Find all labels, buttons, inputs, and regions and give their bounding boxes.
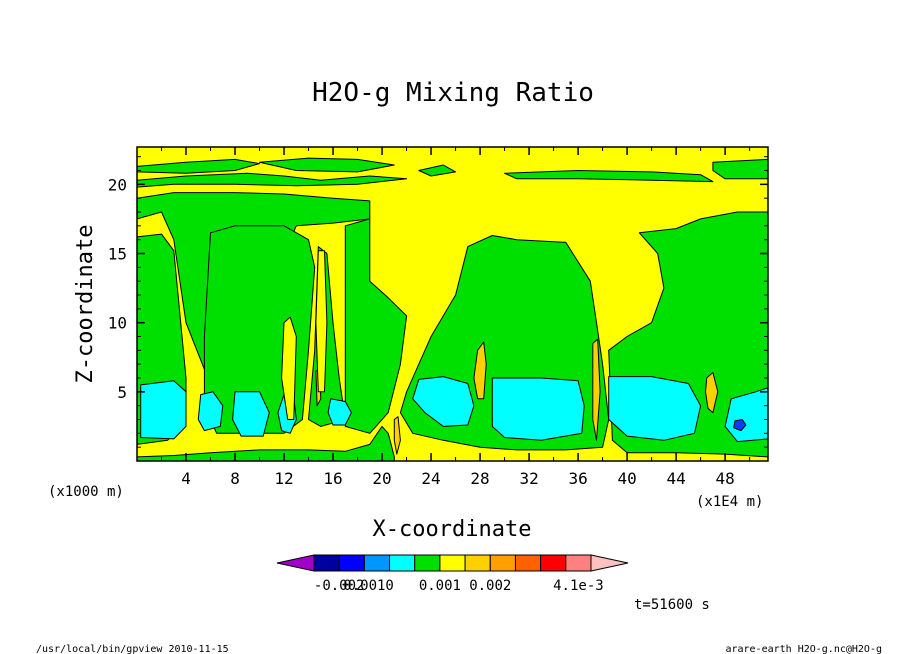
x-tick-label: 48 bbox=[715, 469, 734, 488]
contour-region-cyan-2 bbox=[197, 391, 224, 432]
footer-left: /usr/local/bin/gpview 2010-11-15 bbox=[36, 644, 229, 654]
colorbar-swatch bbox=[464, 554, 491, 572]
colorbar-swatch bbox=[338, 554, 365, 572]
x-axis-ticks: 4 8 12 16 20 24 28 32 36 40 44 48 bbox=[161, 147, 751, 488]
contour-region-cyan-5 bbox=[327, 398, 352, 426]
colorbar-swatch bbox=[514, 554, 542, 572]
colorbar-label: -0.002 bbox=[314, 578, 365, 594]
colorbar-label: 0 bbox=[385, 578, 393, 594]
contour-region-lower-left bbox=[137, 425, 395, 461]
time-label: t=51600 s bbox=[634, 597, 710, 613]
x-tick-label: 12 bbox=[274, 469, 293, 488]
x-tick-label: 24 bbox=[421, 469, 440, 488]
contour-region-upper-band-1 bbox=[137, 158, 260, 174]
colorbar-swatch bbox=[489, 554, 516, 572]
x-tick-label: 20 bbox=[372, 469, 391, 488]
footer-right: arare-earth_H2O-g.nc@H2O-g bbox=[725, 644, 882, 654]
x-unit-left: (x1000 m) bbox=[48, 484, 124, 500]
contour-region-orange-4 bbox=[393, 416, 401, 455]
colorbar-swatch bbox=[439, 554, 466, 572]
x-axis-label: X-coordinate bbox=[373, 517, 532, 542]
contour-region-upper-band-2 bbox=[137, 172, 408, 188]
y-axis-label: Z-coordinate bbox=[73, 225, 98, 384]
contour-region-upper-band-right bbox=[504, 170, 714, 183]
x-tick-label: 8 bbox=[230, 469, 240, 488]
y-tick-label: 15 bbox=[108, 245, 127, 264]
x-tick-label: 32 bbox=[519, 469, 538, 488]
contour-regions bbox=[137, 157, 768, 461]
contour-region-orange-3 bbox=[592, 338, 601, 441]
x-tick-label: 40 bbox=[617, 469, 636, 488]
x-tick-label: 16 bbox=[323, 469, 342, 488]
contour-region-cyan-6 bbox=[412, 376, 475, 427]
contour-region-cyan-8 bbox=[608, 376, 702, 441]
colorbar-label: 0.001 bbox=[419, 578, 461, 594]
contour-region-upper-patch-r bbox=[712, 158, 768, 180]
contour-region-yellow-strip-1 bbox=[281, 316, 297, 420]
contour-region-upper-band-3 bbox=[259, 157, 395, 173]
colorbar-label: 4.1e-3 bbox=[553, 578, 604, 594]
colorbar-label: 0.001 bbox=[343, 578, 385, 594]
contour-region-blue-1 bbox=[733, 419, 747, 432]
x-tick-label: 28 bbox=[470, 469, 489, 488]
colorbar-swatch bbox=[565, 554, 592, 572]
plot-area bbox=[137, 147, 768, 461]
contour-region-cyan-7 bbox=[491, 377, 585, 441]
y-tick-label: 10 bbox=[108, 314, 127, 333]
colorbar-swatch bbox=[389, 554, 416, 572]
x-tick-label: 4 bbox=[181, 469, 191, 488]
colorbar-swatch bbox=[540, 554, 567, 572]
contour-region-orange-2 bbox=[705, 372, 719, 414]
colorbar bbox=[276, 554, 629, 572]
y-axis-ticks: 5 10 15 20 bbox=[108, 156, 768, 448]
contour-region-yellow-strip-2 bbox=[315, 250, 328, 393]
plot-frame bbox=[136, 146, 769, 462]
contour-region-cyan-1 bbox=[140, 380, 187, 440]
colorbar-swatch bbox=[414, 554, 441, 572]
contour-region-upper-patch-m bbox=[418, 164, 457, 177]
y-tick-label: 20 bbox=[108, 175, 127, 194]
colorbar-over-triangle bbox=[590, 554, 629, 572]
contour-region-cyan-3 bbox=[232, 391, 270, 437]
colorbar-label: 0.002 bbox=[469, 578, 511, 594]
chart-title: H2O-g Mixing Ratio bbox=[312, 78, 594, 108]
colorbar-swatch bbox=[313, 554, 340, 572]
y-tick-label: 5 bbox=[117, 383, 127, 402]
colorbar-swatch bbox=[363, 554, 391, 572]
x-unit-right: (x1E4 m) bbox=[696, 494, 763, 510]
contour-region-orange-1 bbox=[473, 341, 487, 400]
x-tick-label: 36 bbox=[568, 469, 587, 488]
x-tick-label: 44 bbox=[666, 469, 685, 488]
